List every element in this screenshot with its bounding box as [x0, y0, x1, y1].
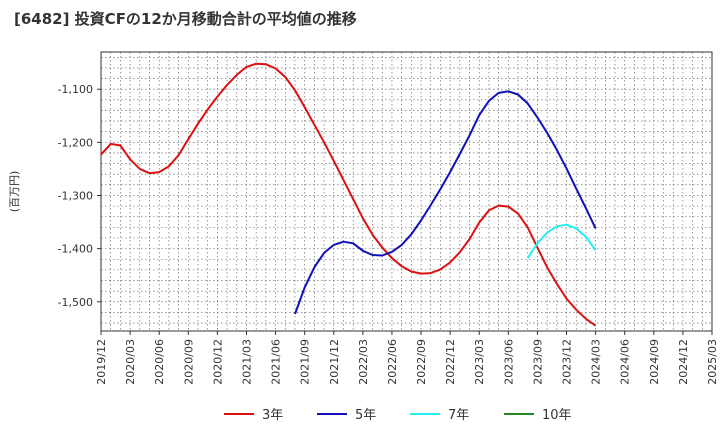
y-tick-label: -1,200: [58, 136, 93, 149]
legend-label-0: 3年: [262, 408, 283, 423]
x-tick-label: 2021/03: [240, 339, 253, 385]
series-layer: [100, 62, 597, 327]
x-tick-label: 2021/12: [328, 339, 341, 385]
x-tick-label: 2024/12: [677, 339, 690, 385]
x-tick-label: 2022/03: [357, 339, 370, 385]
x-tick-label: 2020/06: [153, 339, 166, 385]
legend-label-2: 7年: [448, 408, 469, 423]
x-tick-label: 2022/12: [444, 339, 457, 385]
y-tick-label: -1,100: [58, 83, 93, 96]
x-tick-label: 2023/12: [561, 339, 574, 385]
y-tick-label: -1,500: [58, 296, 93, 309]
legend-layer: 3年 5年 7年 10年: [224, 408, 572, 423]
x-tick-label: 2020/12: [211, 339, 224, 385]
chart-title: [6482] 投資CFの12か月移動合計の平均値の推移: [14, 10, 357, 28]
y-axis-label: (百万円): [8, 171, 21, 213]
x-tick-label: 2019/12: [95, 339, 108, 385]
series-line-1: [294, 90, 597, 315]
x-tick-label: 2023/09: [531, 339, 544, 385]
x-tick-label: 2022/09: [415, 339, 428, 385]
plot-area: [101, 52, 712, 331]
x-tick-label: 2024/03: [590, 339, 603, 385]
legend-label-3: 10年: [542, 408, 572, 423]
x-tick-label: 2021/06: [270, 339, 283, 385]
plot-frame: [100, 51, 713, 332]
x-tick-label: 2022/06: [386, 339, 399, 385]
x-tick-label: 2020/09: [182, 339, 195, 385]
series-line-0: [100, 62, 597, 327]
y-tick-label: -1,400: [58, 243, 93, 256]
legend-label-1: 5年: [355, 408, 376, 423]
axis-layer: -1,100 -1,200 -1,300 -1,400 -1,500 2019/12 202…: [8, 83, 719, 385]
x-tick-label: 2020/03: [124, 339, 137, 385]
x-tick-label: 2024/09: [648, 339, 661, 385]
x-tick-label: 2023/06: [502, 339, 515, 385]
grid-layer: [100, 51, 713, 332]
y-tick-label: -1,300: [58, 189, 93, 202]
series-line-2: [526, 223, 597, 259]
x-tick-label: 2023/03: [473, 339, 486, 385]
x-tick-label: 2024/06: [619, 339, 632, 385]
x-tick-label: 2021/09: [299, 339, 312, 385]
x-tick-label: 2025/03: [706, 339, 719, 385]
